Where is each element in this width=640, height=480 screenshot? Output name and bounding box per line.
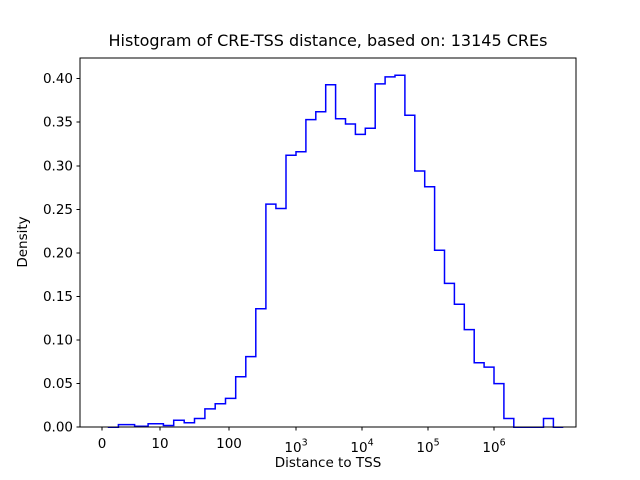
- y-tick-label: 0.30: [43, 158, 73, 174]
- x-tick-label: 104: [350, 438, 373, 457]
- y-tick-label: 0.35: [43, 115, 73, 131]
- y-tick-label: 0.20: [43, 245, 73, 261]
- y-tick-label: 0.40: [43, 71, 73, 87]
- x-tick-label: 103: [284, 438, 307, 457]
- y-tick-label: 0.00: [43, 420, 73, 436]
- y-tick-label: 0.15: [43, 289, 73, 305]
- x-tick-label: 100: [216, 436, 242, 452]
- axes-layer: 0 10 100 103 104 105 106 0.00 0.05 0.10 0.15 0.20 0.…: [43, 57, 577, 457]
- x-tick-label: 10: [151, 436, 168, 452]
- x-tick-label: 105: [416, 438, 439, 457]
- x-tick-label: 106: [482, 438, 505, 457]
- chart-title: Histogram of CRE-TSS distance, based on:…: [109, 31, 548, 50]
- axes-box: [79, 57, 577, 428]
- x-axis-title: Distance to TSS: [275, 455, 382, 471]
- y-tick-label: 0.05: [43, 376, 73, 392]
- histogram-step-line: [107, 74, 564, 428]
- y-axis-title: Density: [15, 216, 31, 267]
- x-tick-label: 0: [98, 436, 107, 452]
- histogram-layer: [107, 74, 564, 428]
- y-tick-label: 0.25: [43, 202, 73, 218]
- y-tick-label: 0.10: [43, 333, 73, 349]
